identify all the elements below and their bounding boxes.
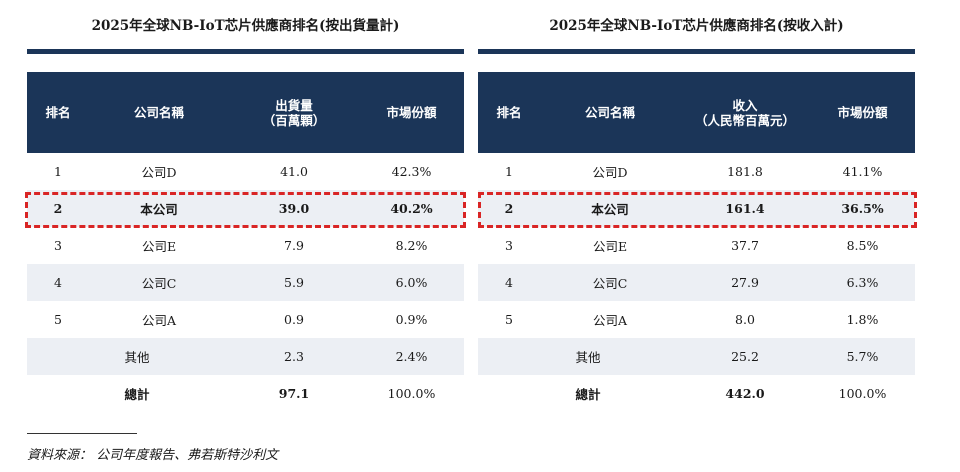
table-title: 2025年全球NB-IoT芯片供應商排名(按出貨量計) bbox=[91, 18, 400, 34]
cell-share: 42.3% bbox=[391, 164, 432, 179]
cell-share: 41.1% bbox=[842, 164, 883, 179]
table-row: 4 公司C 5.9 6.0% bbox=[27, 264, 464, 301]
table-row: 3 公司E 37.7 8.5% bbox=[478, 227, 915, 264]
header-share: 市場份額 bbox=[386, 105, 437, 120]
cell-value: 25.2 bbox=[731, 349, 759, 364]
table-row: 其他 25.2 5.7% bbox=[478, 338, 915, 375]
cell-share: 8.2% bbox=[395, 238, 428, 253]
table-header: 排名 公司名稱 出貨量 （百萬顆） 市場份額 bbox=[27, 72, 464, 153]
header-value: 收入 （人民幣百萬元） bbox=[694, 97, 795, 128]
cell-value: 2.3 bbox=[284, 349, 304, 364]
cell-share: 6.0% bbox=[395, 275, 428, 290]
cell-name: 公司A bbox=[592, 313, 628, 328]
cell-rank: 2 bbox=[53, 201, 63, 216]
cell-value: 27.9 bbox=[731, 275, 759, 290]
table-row: 2 本公司 39.0 40.2% bbox=[27, 190, 464, 227]
cell-share: 100.0% bbox=[838, 386, 887, 401]
cell-name: 其他 bbox=[124, 350, 150, 365]
cell-value: 181.8 bbox=[727, 164, 763, 179]
cell-value: 5.9 bbox=[284, 275, 304, 290]
cell-value: 8.0 bbox=[735, 312, 755, 327]
cell-share: 2.4% bbox=[395, 349, 428, 364]
cell-rank: 3 bbox=[505, 238, 513, 253]
cell-value: 37.7 bbox=[731, 238, 759, 253]
table-row: 1 公司D 181.8 41.1% bbox=[478, 153, 915, 190]
header-name: 公司名稱 bbox=[133, 105, 184, 120]
cell-name: 公司C bbox=[592, 276, 628, 291]
shipment-ranking-table: 2025年全球NB-IoT芯片供應商排名(按出貨量計) 排名 公司名稱 出貨量 … bbox=[27, 0, 464, 420]
highlight-box bbox=[478, 192, 917, 228]
header-value: 出貨量 （百萬顆） bbox=[262, 97, 326, 128]
table-row: 總計 97.1 100.0% bbox=[27, 375, 464, 412]
cell-name: 其他 bbox=[575, 350, 601, 365]
cell-value: 39.0 bbox=[278, 201, 310, 216]
cell-value: 7.9 bbox=[284, 238, 304, 253]
table-title: 2025年全球NB-IoT芯片供應商排名(按收入計) bbox=[549, 18, 844, 34]
cell-value: 161.4 bbox=[725, 201, 765, 216]
cell-rank: 5 bbox=[505, 312, 513, 327]
cell-share: 8.5% bbox=[846, 238, 879, 253]
table-row: 4 公司C 27.9 6.3% bbox=[478, 264, 915, 301]
header-name: 公司名稱 bbox=[584, 105, 635, 120]
cell-rank: 1 bbox=[505, 164, 513, 179]
cell-share: 0.9% bbox=[395, 312, 428, 327]
cell-share: 40.2% bbox=[390, 201, 433, 216]
cell-name: 公司C bbox=[141, 276, 177, 291]
source-divider bbox=[27, 433, 137, 434]
table-row: 2 本公司 161.4 36.5% bbox=[478, 190, 915, 227]
cell-value: 442.0 bbox=[725, 386, 765, 401]
table-row: 其他 2.3 2.4% bbox=[27, 338, 464, 375]
cell-value: 97.1 bbox=[278, 386, 310, 401]
highlight-box bbox=[25, 192, 466, 228]
table-row: 5 公司A 8.0 1.8% bbox=[478, 301, 915, 338]
header-rank: 排名 bbox=[45, 105, 71, 120]
cell-name: 本公司 bbox=[591, 202, 629, 217]
cell-share: 5.7% bbox=[846, 349, 879, 364]
cell-rank: 5 bbox=[54, 312, 62, 327]
cell-rank: 1 bbox=[54, 164, 62, 179]
cell-name: 公司A bbox=[141, 313, 177, 328]
cell-rank: 4 bbox=[505, 275, 513, 290]
table-row: 5 公司A 0.9 0.9% bbox=[27, 301, 464, 338]
cell-share: 1.8% bbox=[846, 312, 879, 327]
table-row: 3 公司E 7.9 8.2% bbox=[27, 227, 464, 264]
cell-name: 總計 bbox=[124, 387, 150, 402]
table-header: 排名 公司名稱 收入 （人民幣百萬元） 市場份額 bbox=[478, 72, 915, 153]
cell-name: 本公司 bbox=[140, 202, 178, 217]
cell-name: 公司D bbox=[141, 165, 177, 180]
cell-share: 100.0% bbox=[387, 386, 436, 401]
title-rule bbox=[478, 49, 915, 54]
cell-share: 6.3% bbox=[846, 275, 879, 290]
header-share: 市場份額 bbox=[837, 105, 888, 120]
cell-name: 總計 bbox=[575, 387, 601, 402]
title-rule bbox=[27, 49, 464, 54]
table-row: 總計 442.0 100.0% bbox=[478, 375, 915, 412]
cell-name: 公司E bbox=[141, 239, 177, 254]
cell-rank: 4 bbox=[54, 275, 62, 290]
cell-share: 36.5% bbox=[841, 201, 884, 216]
table-row: 1 公司D 41.0 42.3% bbox=[27, 153, 464, 190]
cell-value: 0.9 bbox=[284, 312, 304, 327]
cell-name: 公司D bbox=[592, 165, 628, 180]
cell-value: 41.0 bbox=[280, 164, 308, 179]
revenue-ranking-table: 2025年全球NB-IoT芯片供應商排名(按收入計) 排名 公司名稱 收入 （人… bbox=[478, 0, 915, 420]
cell-rank: 2 bbox=[504, 201, 514, 216]
source-note: 資料來源： 公司年度報告、弗若斯特沙利文 bbox=[27, 448, 279, 463]
cell-name: 公司E bbox=[592, 239, 628, 254]
header-rank: 排名 bbox=[496, 105, 522, 120]
cell-rank: 3 bbox=[54, 238, 62, 253]
